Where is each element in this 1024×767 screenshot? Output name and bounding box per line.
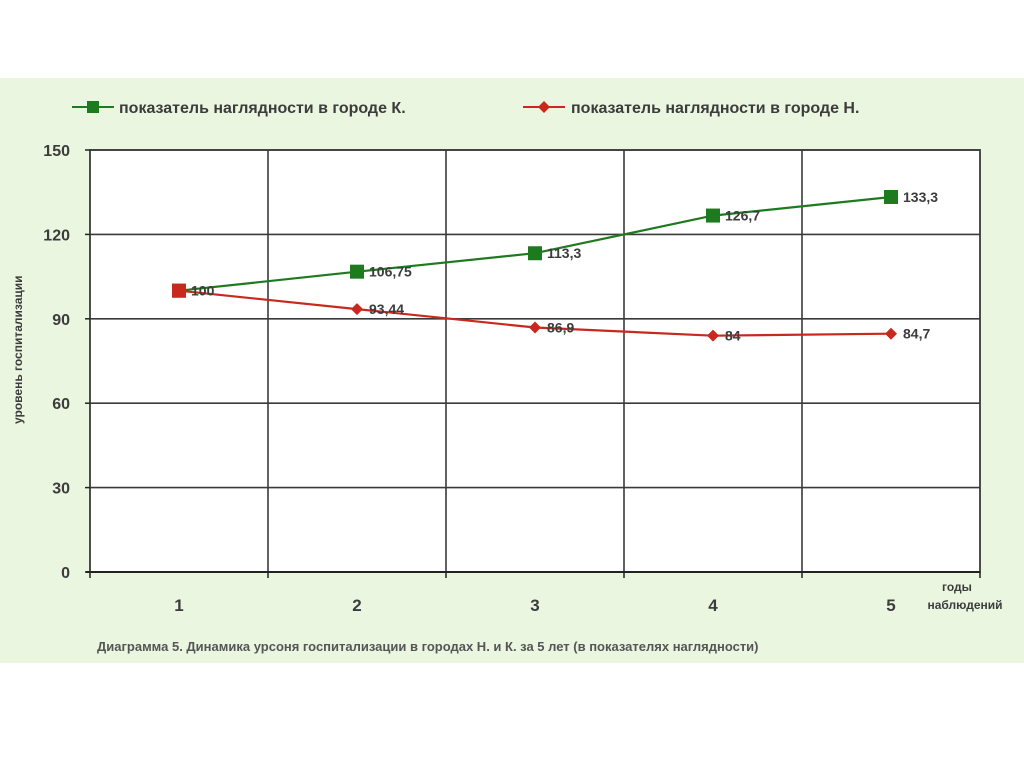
y-tick-label: 120	[43, 227, 70, 244]
x-tick-label: 1	[174, 596, 183, 615]
data-point-k	[350, 264, 364, 279]
data-point-n	[885, 327, 897, 340]
legend: показатель наглядности в городе К. показ…	[72, 100, 859, 117]
data-label-k: 113,3	[547, 245, 581, 261]
data-label-k: 133,3	[903, 189, 938, 205]
y-tick-label: 30	[52, 481, 70, 498]
y-tick-label: 90	[52, 312, 70, 329]
x-tick-label: 5	[886, 596, 895, 615]
plot-area: 0 30 60 90 120 150 1 2 3 4 5 100 106,75 113,3 126,7 133…	[43, 143, 981, 615]
x-tick-label: 4	[708, 596, 718, 615]
data-label-k: 126,7	[725, 208, 760, 224]
data-point-n	[529, 321, 541, 334]
legend-label-k: показатель наглядности в городе К.	[119, 100, 406, 117]
chart-caption: Диаграмма 5. Динамика урсоня госпитализа…	[97, 639, 759, 654]
data-point-n	[707, 329, 719, 342]
data-label-k: 100	[191, 283, 215, 299]
data-point-k	[528, 246, 542, 261]
legend-label-n: показатель наглядности в городе Н.	[571, 100, 859, 117]
line-chart: показатель наглядности в городе К. показ…	[11, 100, 1003, 654]
data-label-n: 84,7	[903, 326, 930, 342]
y-tick-label: 0	[61, 565, 70, 582]
x-axis-title-line1: годы	[942, 580, 972, 594]
plot-background	[90, 150, 980, 572]
data-point-k	[706, 208, 720, 223]
data-label-n: 86,9	[547, 320, 574, 336]
y-axis-title: уровень госпитализации	[11, 276, 25, 425]
data-point-n	[351, 303, 363, 316]
legend-marker-n	[538, 101, 550, 113]
chart-panel: показатель наглядности в городе К. показ…	[0, 78, 1024, 663]
data-label-k: 106,75	[369, 264, 412, 280]
x-tick-label: 3	[530, 596, 539, 615]
data-label-n: 93,44	[369, 301, 404, 317]
legend-marker-k	[87, 101, 99, 113]
y-tick-label: 150	[43, 143, 70, 160]
y-tick-label: 60	[52, 396, 70, 413]
x-axis-title-line2: наблюдений	[927, 598, 1002, 612]
data-point-k	[884, 189, 898, 204]
data-point-n	[172, 283, 186, 298]
x-tick-label: 2	[352, 596, 361, 615]
data-label-n: 84	[725, 328, 741, 344]
